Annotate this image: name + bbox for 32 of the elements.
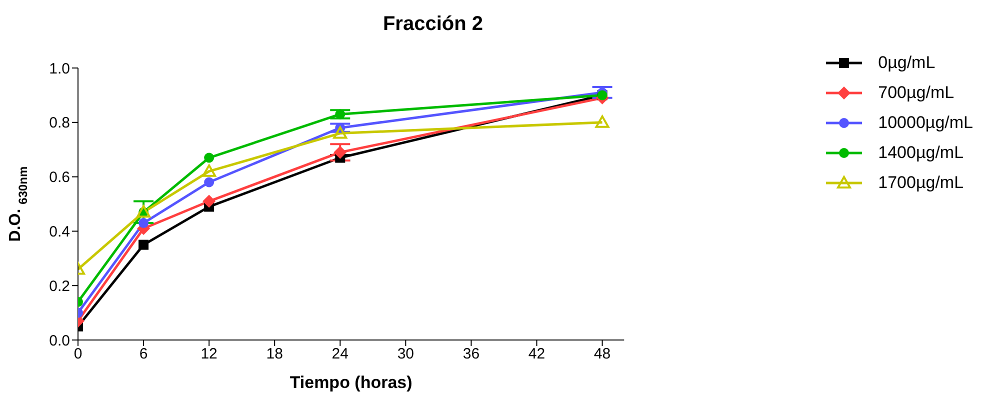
point (138, 240, 149, 250)
x-tick-label: 12 (200, 346, 218, 363)
legend-label: 700µg/mL (878, 83, 954, 103)
x-tick-label: 6 (139, 346, 148, 363)
point (335, 109, 346, 120)
x-tick-label: 48 (594, 346, 611, 363)
point (333, 126, 348, 139)
x-tick-label: 30 (397, 346, 414, 363)
x-axis-title: Tiempo (horas) (290, 373, 412, 392)
legend-label: 0µg/mL (878, 53, 936, 73)
x-tick-label: 42 (528, 346, 546, 363)
x-tick-label: 36 (462, 346, 480, 363)
point (204, 152, 214, 163)
y-tick-label: 1.0 (49, 60, 70, 78)
legend-label: 1400µg/mL (878, 143, 964, 163)
x-tick-label: 24 (332, 346, 348, 363)
point (202, 194, 216, 208)
y-tick-label: 0.6 (49, 169, 70, 186)
y-tick-label: 0.2 (49, 278, 70, 295)
y-tick-label: 0.0 (49, 332, 70, 350)
x-tick-label: 18 (266, 346, 283, 363)
x-tick-label: 0 (74, 346, 82, 363)
point (595, 115, 610, 128)
point (204, 177, 214, 188)
chart-title: Fracción 2 (382, 13, 484, 35)
y-tick-label: 0.8 (49, 114, 70, 132)
point (334, 146, 347, 159)
y-tick-label: 0.4 (49, 224, 70, 241)
point (202, 164, 216, 177)
point (138, 218, 149, 228)
legend-label: 1700µg/mL (878, 173, 964, 193)
legend-label: 10000µg/mL (878, 113, 973, 133)
